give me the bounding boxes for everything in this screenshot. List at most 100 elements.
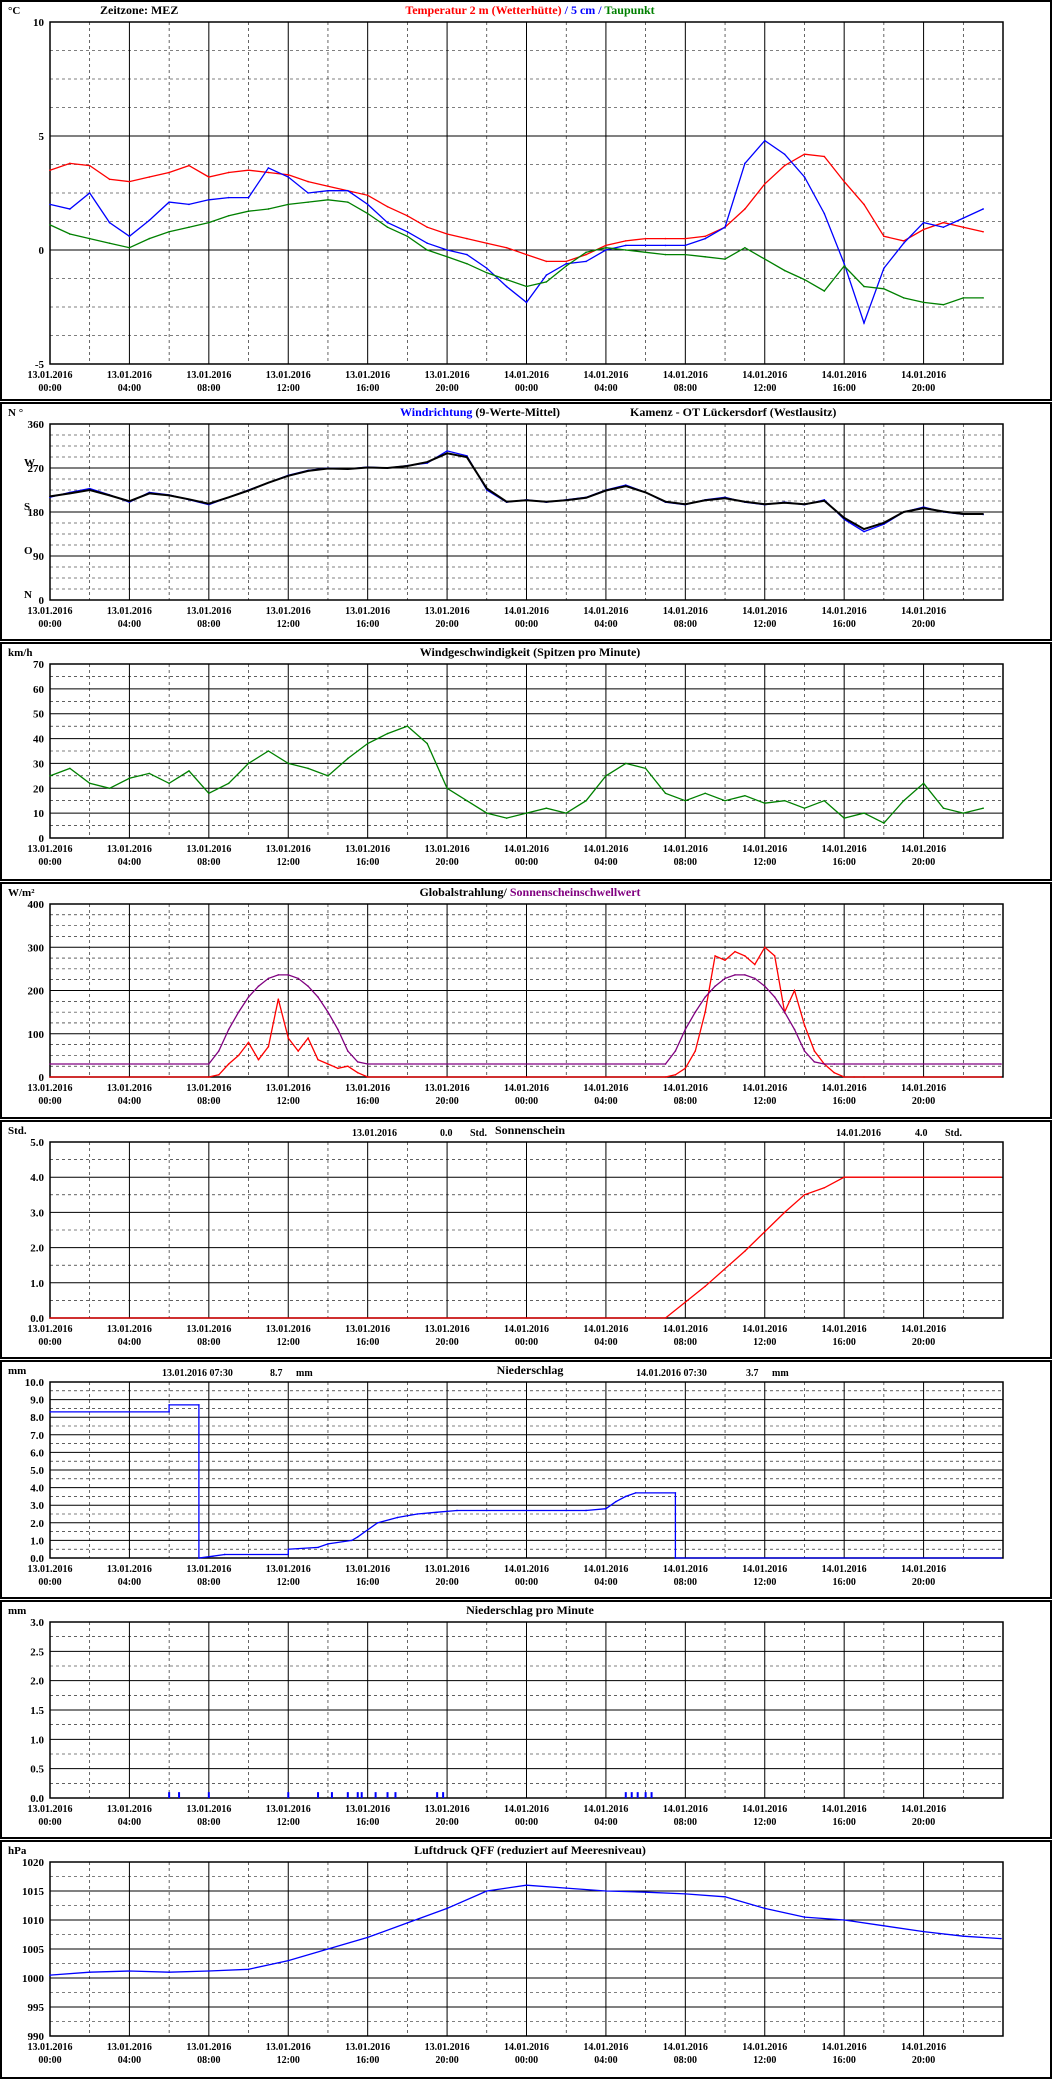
x-tick-time: 20:00 xyxy=(912,857,935,868)
precip-bar xyxy=(168,1792,171,1798)
x-tick-date: 13.01.2016 xyxy=(266,1324,311,1335)
data-point xyxy=(168,1411,170,1413)
data-point xyxy=(69,767,71,770)
data-point xyxy=(1000,1076,1002,1078)
y-tick-label: 9.0 xyxy=(30,1395,44,1407)
data-point xyxy=(247,489,250,492)
data-point xyxy=(744,955,746,957)
data-point xyxy=(247,762,250,765)
annotation-unit: mm xyxy=(296,1368,313,1379)
x-tick-time: 20:00 xyxy=(912,1577,935,1588)
data-point xyxy=(803,1050,806,1052)
data-point xyxy=(446,233,448,235)
data-point xyxy=(485,812,488,814)
y-tick-label: 10.0 xyxy=(25,1377,45,1389)
data-point xyxy=(664,500,667,503)
data-point xyxy=(525,285,528,288)
data-point xyxy=(168,171,170,174)
data-point xyxy=(208,176,210,178)
data-point xyxy=(724,959,726,962)
x-tick-time: 20:00 xyxy=(435,619,458,630)
data-point xyxy=(128,180,131,183)
x-tick-time: 08:00 xyxy=(197,857,220,868)
x-tick-date: 14.01.2016 xyxy=(901,1804,946,1815)
data-point xyxy=(704,235,706,238)
x-tick-time: 12:00 xyxy=(277,857,300,868)
data-point xyxy=(813,1061,816,1063)
data-point xyxy=(317,1058,319,1061)
data-point xyxy=(287,974,290,976)
chart-title: Niederschlag xyxy=(497,1363,564,1377)
data-point xyxy=(565,262,568,265)
data-point xyxy=(902,799,905,802)
chart-title: Luftdruck QFF (reduziert auf Meeresnivea… xyxy=(414,1843,646,1857)
data-point xyxy=(148,176,151,178)
x-tick-date: 13.01.2016 xyxy=(186,1564,231,1575)
data-point xyxy=(356,1071,359,1074)
data-point xyxy=(773,996,776,998)
data-point xyxy=(744,974,746,976)
data-point xyxy=(485,267,488,270)
x-tick-date: 13.01.2016 xyxy=(345,1804,390,1815)
data-point xyxy=(227,1028,230,1031)
data-point xyxy=(704,237,706,240)
y-tick-label: 1.0 xyxy=(30,1734,44,1746)
data-point xyxy=(833,1063,836,1065)
x-tick-time: 20:00 xyxy=(912,2055,935,2066)
chart-title: Globalstrahlung/ Sonnenscheinschwellwert xyxy=(419,885,640,899)
y-tick-label: 1.5 xyxy=(30,1705,44,1717)
x-tick-time: 08:00 xyxy=(674,1096,697,1107)
y-tick-label: 0 xyxy=(39,1072,45,1084)
x-tick-date: 13.01.2016 xyxy=(28,1083,73,1094)
data-point xyxy=(922,1930,925,1933)
data-point xyxy=(684,1893,687,1895)
x-tick-time: 08:00 xyxy=(197,1096,220,1107)
x-tick-time: 20:00 xyxy=(435,383,458,394)
x-tick-date: 14.01.2016 xyxy=(583,606,628,617)
data-point xyxy=(922,782,925,785)
series-line xyxy=(49,199,984,306)
x-tick-date: 13.01.2016 xyxy=(266,606,311,617)
data-point xyxy=(128,1970,131,1972)
x-tick-time: 08:00 xyxy=(197,1577,220,1588)
data-point xyxy=(982,297,984,299)
data-point xyxy=(684,244,687,247)
data-point xyxy=(684,1067,687,1070)
data-point xyxy=(168,1404,170,1406)
data-point xyxy=(803,176,806,178)
x-tick-time: 16:00 xyxy=(356,857,379,868)
x-tick-time: 08:00 xyxy=(674,2055,697,2066)
data-point xyxy=(724,497,726,500)
x-tick-date: 14.01.2016 xyxy=(504,1564,549,1575)
data-point xyxy=(763,1907,766,1910)
data-point xyxy=(466,456,468,459)
x-tick-date: 14.01.2016 xyxy=(583,2042,628,2053)
x-tick-date: 14.01.2016 xyxy=(742,2042,787,2053)
x-tick-date: 13.01.2016 xyxy=(186,1083,231,1094)
x-tick-time: 04:00 xyxy=(594,1096,617,1107)
precip-bar xyxy=(356,1792,359,1798)
data-point xyxy=(863,528,865,530)
data-point xyxy=(883,287,885,290)
x-tick-date: 13.01.2016 xyxy=(425,1083,470,1094)
data-point xyxy=(485,272,488,274)
data-point xyxy=(565,265,568,267)
data-point xyxy=(982,807,984,809)
data-point xyxy=(466,262,468,265)
plot-border xyxy=(49,21,1004,365)
data-point xyxy=(624,762,627,765)
data-point xyxy=(605,244,607,247)
y-tick-label: 3.0 xyxy=(30,1207,44,1219)
data-point xyxy=(664,237,667,240)
data-point xyxy=(49,775,51,777)
x-tick-time: 12:00 xyxy=(753,1337,776,1348)
data-point xyxy=(684,503,687,505)
y-tick-label: 5.0 xyxy=(30,1465,44,1477)
chart-title-part: Sonnenschein xyxy=(495,1123,565,1137)
data-point xyxy=(803,153,806,156)
chart-title-part: Windrichtung xyxy=(400,405,472,419)
data-point xyxy=(69,208,71,210)
data-point xyxy=(694,1050,697,1052)
data-point xyxy=(883,822,885,824)
